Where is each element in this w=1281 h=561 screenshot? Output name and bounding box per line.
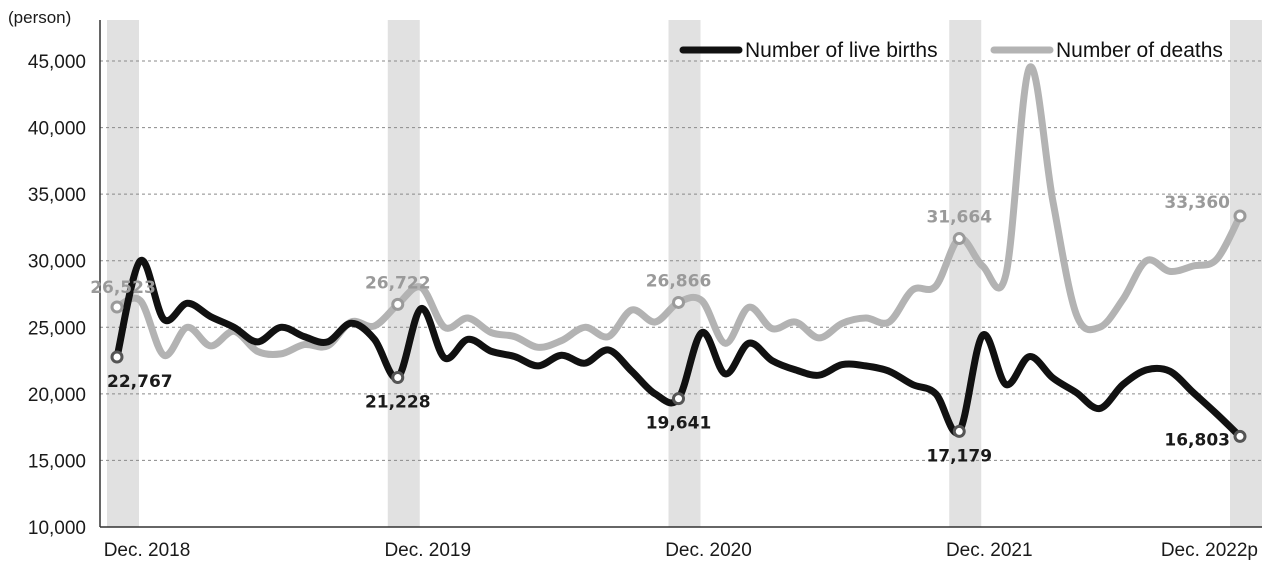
data-label: 26,866	[646, 271, 712, 291]
y-tick-label: 35,000	[28, 185, 86, 206]
gridlines	[100, 60, 1262, 461]
data-marker	[672, 295, 685, 309]
data-marker	[1233, 429, 1247, 443]
legend-label-deaths: Number of deaths	[1056, 39, 1223, 62]
data-label: 17,179	[926, 446, 992, 466]
data-label: 31,664	[926, 208, 992, 228]
data-marker	[110, 350, 124, 364]
y-unit-label: (person)	[8, 8, 71, 27]
dec-highlight-band	[668, 20, 701, 527]
x-tick-label: Dec. 2019	[384, 540, 471, 561]
data-label: 33,360	[1164, 193, 1230, 213]
data-marker	[952, 232, 966, 246]
series-line-deaths	[113, 63, 1244, 359]
data-marker	[391, 371, 405, 385]
data-label: 26,722	[365, 273, 431, 293]
dec-highlight-band	[387, 20, 420, 527]
y-tick-label: 25,000	[28, 318, 86, 339]
legend: Number of live births Number of deaths	[679, 39, 1223, 62]
x-tick-label: Dec. 2021	[946, 540, 1033, 561]
data-marker	[391, 297, 405, 311]
axes	[99, 20, 1262, 528]
data-label: 26,523	[90, 278, 156, 298]
legend-label-births: Number of live births	[745, 39, 938, 62]
y-tick-label: 45,000	[28, 52, 86, 73]
y-tick-labels: 10,000 15,000 20,000 25,000 30,000 35,000 40,0…	[28, 52, 86, 539]
y-tick-label: 40,000	[28, 119, 86, 140]
x-tick-labels: Dec. 2018 Dec. 2019 Dec. 2020 Dec. 2021 Dec.…	[104, 540, 1258, 561]
x-tick-label: Dec. 2018	[104, 540, 191, 561]
data-markers	[110, 209, 1247, 443]
highlight-bands	[107, 20, 1262, 527]
y-tick-label: 30,000	[28, 252, 86, 273]
x-tick-label: Dec. 2022p	[1161, 540, 1258, 561]
y-tick-label: 15,000	[28, 451, 86, 472]
data-marker	[110, 300, 124, 314]
y-tick-label: 20,000	[28, 385, 86, 406]
data-marker	[672, 392, 685, 406]
y-tick-label: 10,000	[28, 518, 86, 539]
data-labels: 22,767 21,228 19,641 17,179 16,803 26,523 26,7…	[90, 193, 1230, 466]
data-label: 22,767	[107, 372, 173, 392]
data-label: 21,228	[365, 393, 431, 413]
dec-highlight-band	[949, 20, 982, 527]
dec-highlight-band	[1230, 20, 1262, 527]
data-marker	[1233, 209, 1247, 223]
data-label: 19,641	[646, 414, 712, 434]
x-tick-label: Dec. 2020	[665, 540, 752, 561]
data-marker	[952, 424, 966, 438]
data-label: 16,803	[1164, 430, 1230, 450]
